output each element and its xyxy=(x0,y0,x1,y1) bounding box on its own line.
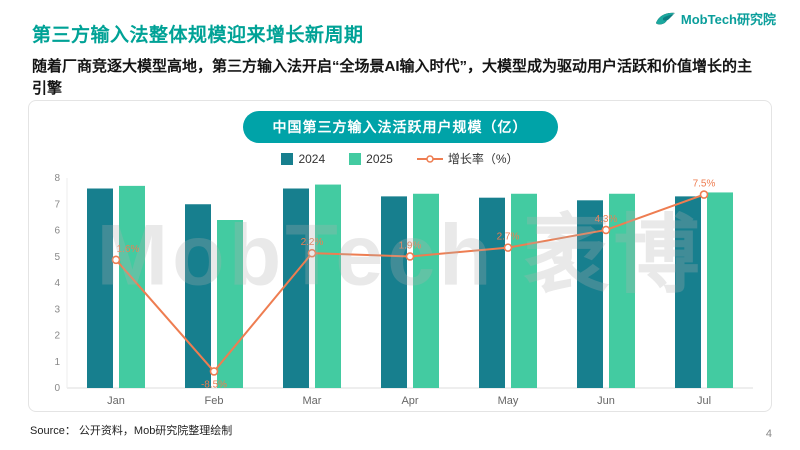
legend-item-growth: 增长率（%） xyxy=(416,150,519,167)
svg-text:4.3%: 4.3% xyxy=(595,214,618,225)
legend-line-swatch-icon xyxy=(416,154,443,163)
bird-logo-icon xyxy=(655,12,675,24)
chart-panel: 中国第三方输入法活跃用户规模（亿） 2024 2025 增长率（%） 0 1 2 3 4… xyxy=(28,100,772,412)
legend-label-growth: 增长率（%） xyxy=(447,152,519,166)
svg-text:Mar: Mar xyxy=(303,395,322,407)
svg-text:-8.5%: -8.5% xyxy=(201,379,227,390)
header: 第三方输入法整体规模迎来增长新周期 随着厂商竞逐大模型高地，第三方输入法开启“全… xyxy=(0,0,800,100)
svg-text:1.6%: 1.6% xyxy=(117,244,140,255)
svg-text:5: 5 xyxy=(54,252,60,263)
svg-text:0: 0 xyxy=(54,383,60,394)
svg-text:Jan: Jan xyxy=(107,395,125,407)
legend-swatch-2025 xyxy=(349,152,362,165)
chart-title-badge: 中国第三方输入法活跃用户规模（亿） xyxy=(242,111,558,143)
svg-text:6: 6 xyxy=(54,226,60,237)
chart-legend: 2024 2025 增长率（%） xyxy=(37,150,763,167)
svg-text:7.5%: 7.5% xyxy=(693,179,716,190)
svg-text:Feb: Feb xyxy=(205,395,224,407)
legend-item-2024: 2024 xyxy=(281,152,325,166)
svg-text:Jul: Jul xyxy=(697,395,711,407)
svg-text:May: May xyxy=(498,395,519,407)
svg-text:3: 3 xyxy=(54,304,60,315)
logo-text: MobTech研究院 xyxy=(680,12,776,27)
svg-text:4: 4 xyxy=(54,278,60,289)
svg-text:2.2%: 2.2% xyxy=(301,237,324,248)
page-subtitle: 随着厂商竞逐大模型高地，第三方输入法开启“全场景AI输入时代”，大模型成为驱动用… xyxy=(32,58,753,97)
svg-text:1.9%: 1.9% xyxy=(399,240,422,251)
svg-text:2.7%: 2.7% xyxy=(497,232,520,243)
svg-text:Apr: Apr xyxy=(401,395,418,407)
source-note: Source： 公开资料，Mob研究院整理绘制 xyxy=(30,425,233,437)
page-title: 第三方输入法整体规模迎来增长新周期 xyxy=(32,25,364,46)
legend-item-2025: 2025 xyxy=(349,152,393,166)
svg-text:1: 1 xyxy=(54,357,60,368)
svg-text:Jun: Jun xyxy=(597,395,615,407)
legend-swatch-2024 xyxy=(281,152,294,165)
mobtech-logo: MobTech研究院 xyxy=(655,9,776,28)
svg-text:7: 7 xyxy=(54,199,60,210)
svg-text:2: 2 xyxy=(54,331,60,342)
legend-label-2024: 2024 xyxy=(298,151,326,166)
svg-text:8: 8 xyxy=(54,173,60,184)
page-number: 4 xyxy=(765,428,772,440)
chart-canvas: 0 1 2 3 4 5 6 7 8 Jan Feb Mar Apr May Jun Jul 1.6% -8.5% 2… xyxy=(54,173,753,407)
legend-label-2025: 2025 xyxy=(366,151,393,166)
